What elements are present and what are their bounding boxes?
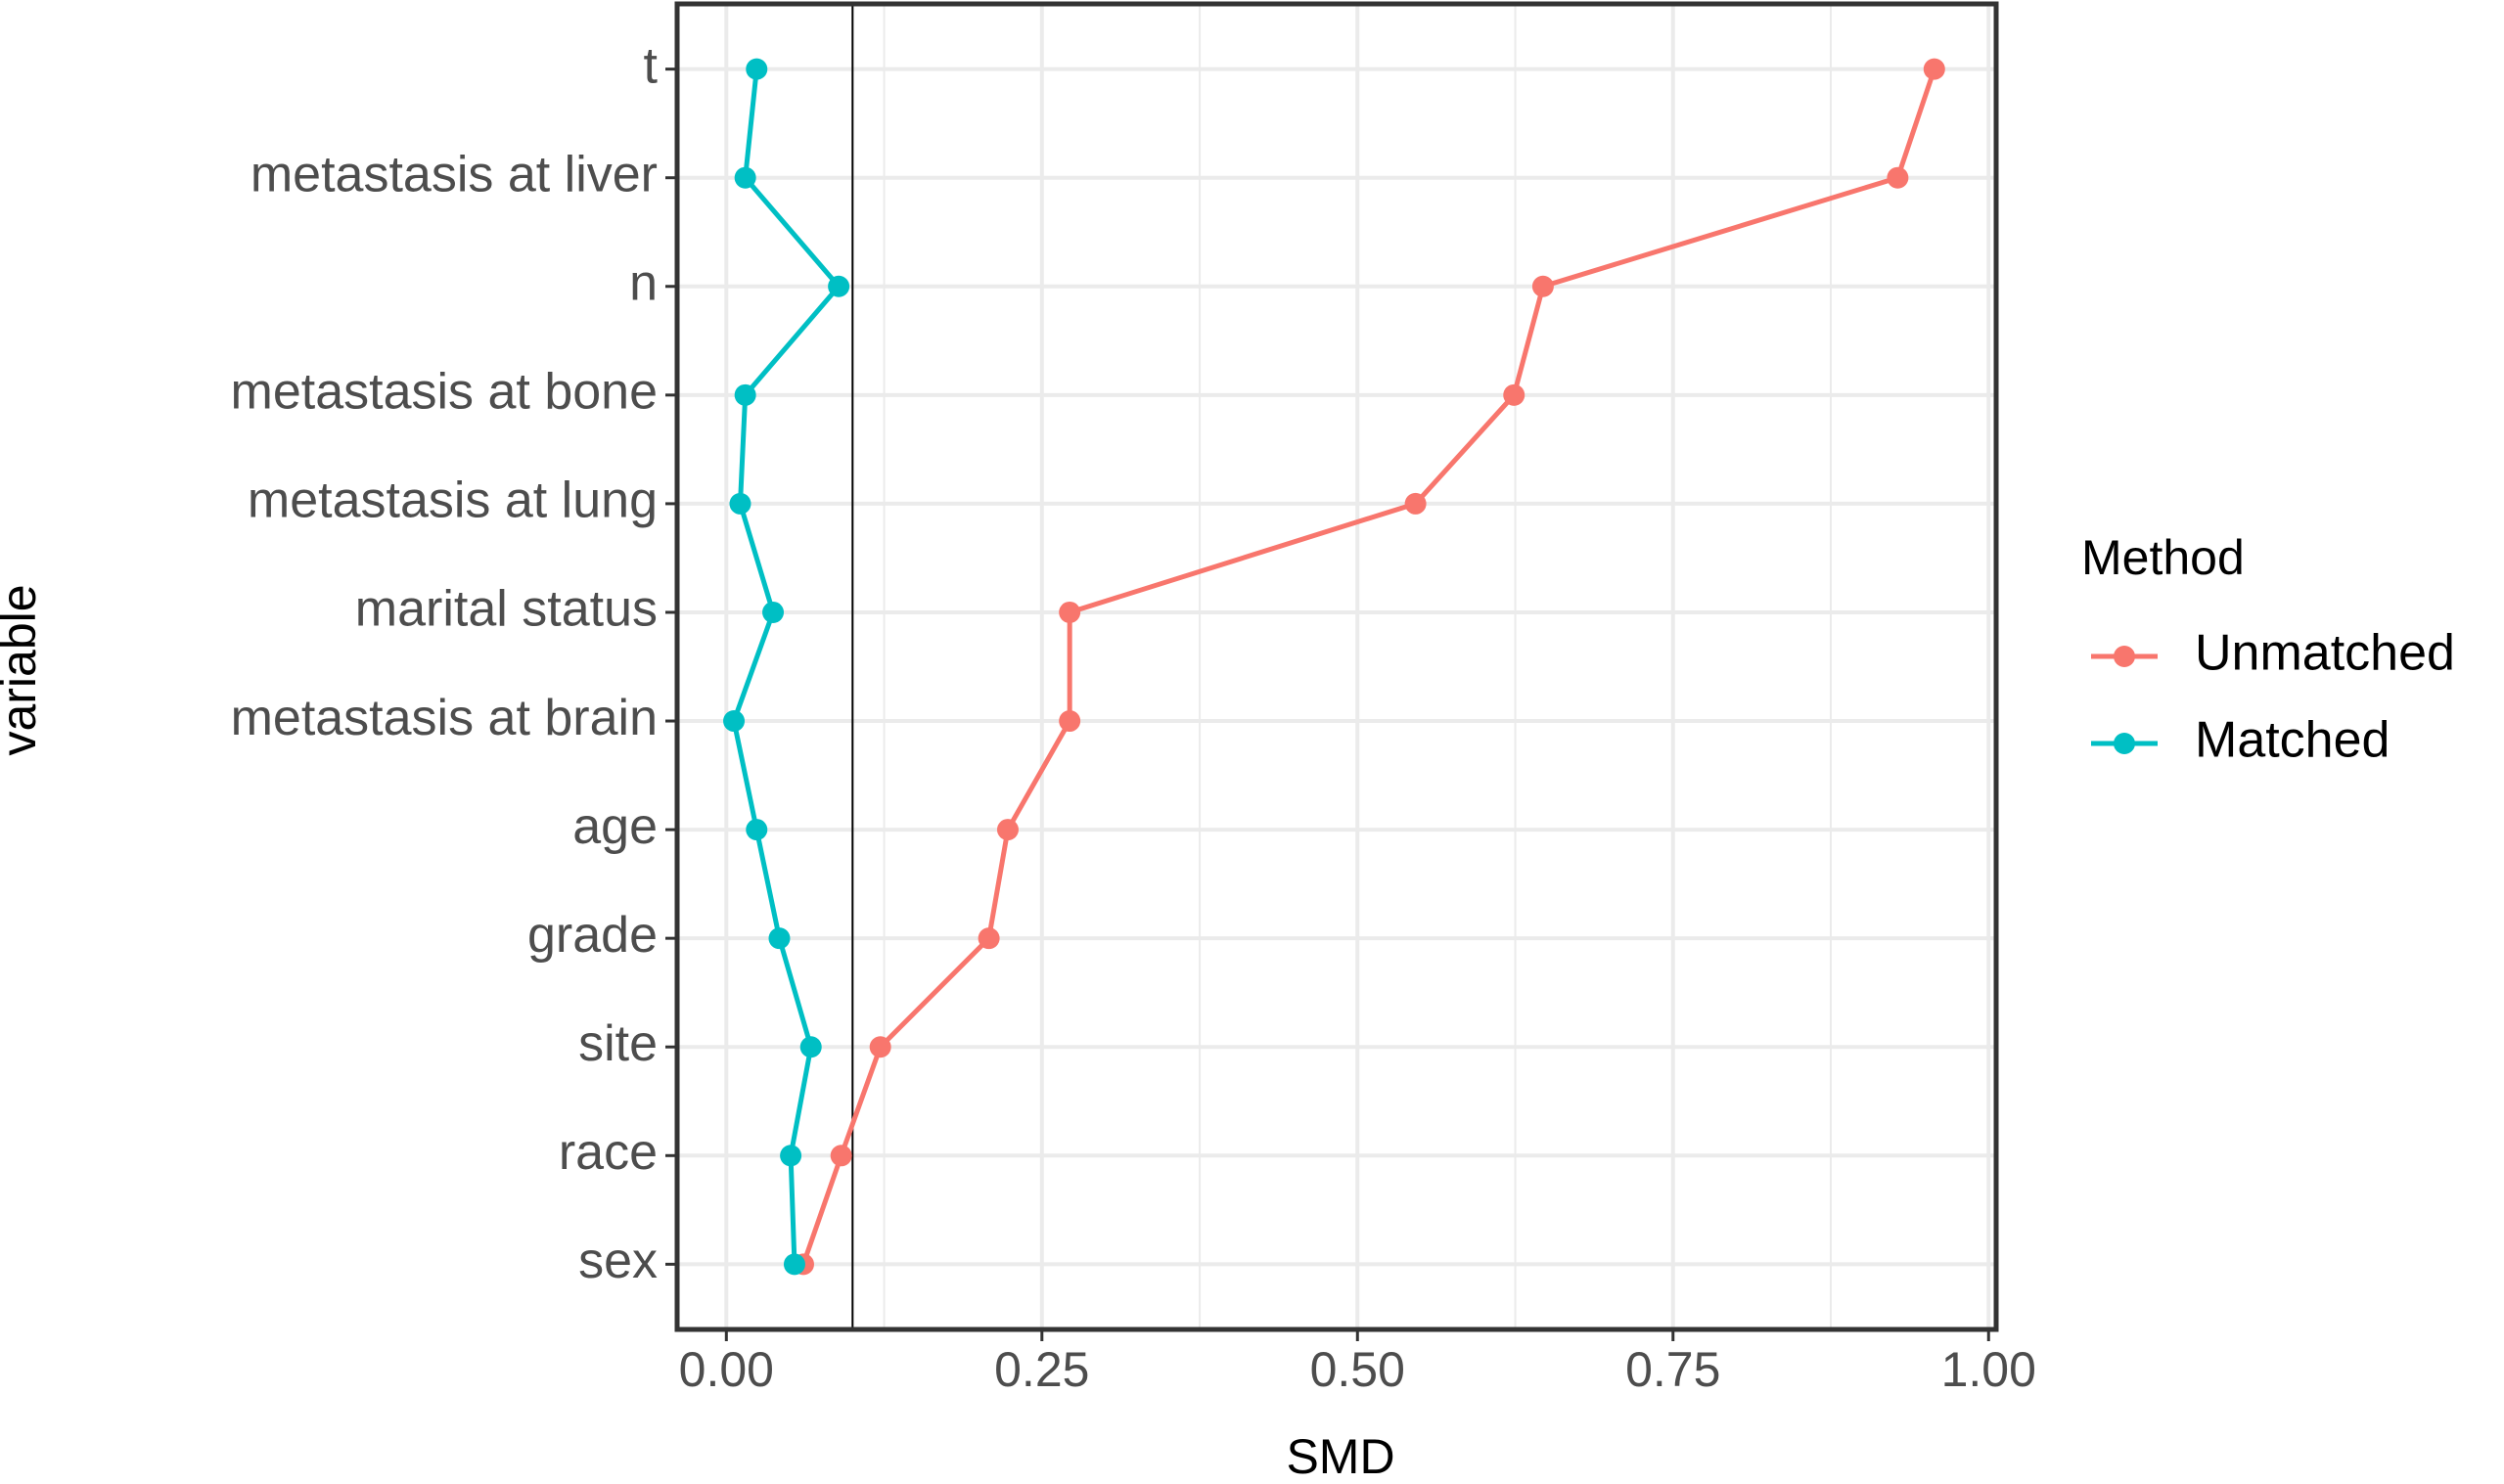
legend-point — [2114, 646, 2135, 667]
y-tick-label: sex — [578, 1233, 658, 1289]
y-tick-label: metastasis at liver — [250, 146, 658, 202]
data-point — [1887, 166, 1909, 189]
x-tick-label: 0.50 — [1310, 1342, 1405, 1397]
data-point — [1059, 710, 1081, 733]
y-tick-label: race — [559, 1124, 658, 1181]
x-tick-label: 0.75 — [1625, 1342, 1720, 1397]
data-point — [734, 383, 756, 406]
data-point — [996, 819, 1019, 841]
data-point — [978, 927, 1000, 950]
y-tick-label: marital status — [355, 581, 658, 638]
data-point — [746, 58, 768, 80]
y-tick-label: n — [629, 255, 658, 312]
data-point — [768, 927, 791, 950]
x-tick-label: 1.00 — [1941, 1342, 2036, 1397]
data-point — [1503, 383, 1525, 406]
data-point — [828, 275, 850, 297]
y-tick-label: metastasis at brain — [231, 690, 658, 746]
y-tick-label: site — [578, 1015, 658, 1072]
data-point — [869, 1036, 891, 1058]
data-point — [723, 710, 746, 733]
y-tick-label: age — [572, 798, 658, 855]
legend-label: Matched — [2195, 712, 2390, 769]
data-point — [734, 166, 756, 189]
data-point — [1404, 492, 1427, 515]
data-point — [1059, 601, 1081, 623]
data-point — [1531, 275, 1554, 297]
data-point — [1923, 58, 1945, 80]
data-point — [746, 819, 768, 841]
legend-point — [2114, 733, 2135, 754]
y-axis-title: variable — [0, 584, 46, 755]
x-tick-label: 0.00 — [679, 1342, 774, 1397]
panel-border — [674, 1, 1999, 1332]
x-axis-title: SMD — [1286, 1429, 1394, 1484]
data-point — [799, 1036, 822, 1058]
data-point — [783, 1253, 805, 1276]
legend-title: Method — [2081, 530, 2245, 585]
y-tick-label: grade — [527, 907, 658, 964]
x-tick-label: 0.25 — [994, 1342, 1089, 1397]
data-point — [762, 601, 785, 623]
data-point — [729, 492, 751, 515]
series-line — [731, 68, 842, 1265]
data-point — [780, 1145, 802, 1167]
y-tick-label: metastasis at bone — [231, 364, 658, 421]
data-point — [830, 1145, 852, 1167]
y-tick-label: metastasis at lung — [248, 472, 658, 529]
y-tick-label: t — [644, 37, 659, 94]
series-line — [800, 67, 1937, 1266]
legend-label: Unmatched — [2195, 625, 2455, 682]
